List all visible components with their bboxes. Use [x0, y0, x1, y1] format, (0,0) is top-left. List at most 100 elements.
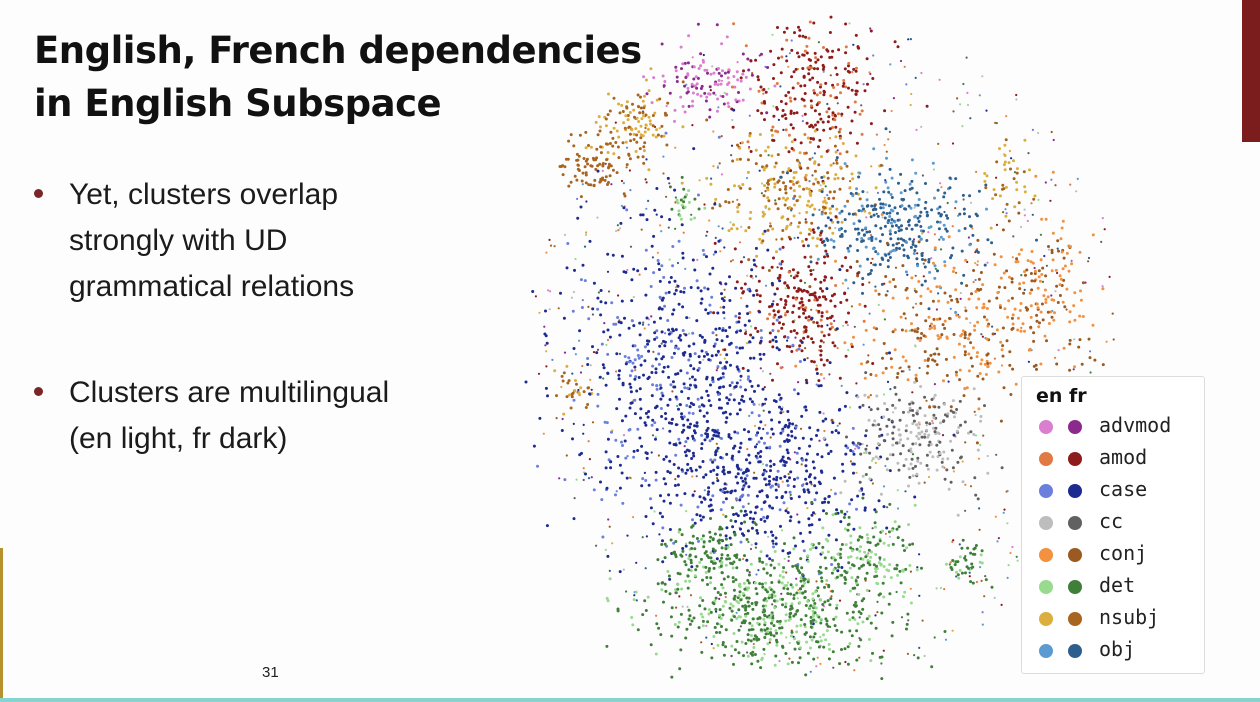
- scatter-point-conj: [996, 291, 1000, 295]
- scatter-point-case: [713, 429, 717, 433]
- scatter-point-det: [827, 657, 831, 661]
- scatter-point-det: [718, 631, 722, 634]
- scatter-point-det: [969, 580, 973, 584]
- scatter-point-cc: [926, 467, 930, 471]
- scatter-point-conj: [991, 332, 995, 336]
- scatter-point-case: [716, 390, 720, 394]
- scatter-point-cc: [1000, 466, 1004, 470]
- scatter-point-advmod: [763, 402, 767, 405]
- scatter-point-conj: [881, 371, 885, 375]
- scatter-point-amod: [799, 141, 803, 145]
- scatter-point-advmod: [720, 42, 724, 46]
- scatter-point-case: [784, 509, 788, 513]
- scatter-point-case: [775, 346, 779, 350]
- scatter-point-conj: [951, 270, 955, 273]
- scatter-point-case: [826, 194, 829, 197]
- scatter-point-case: [580, 306, 584, 309]
- scatter-point-amod: [968, 575, 971, 578]
- scatter-point-amod: [822, 93, 826, 97]
- scatter-point-amod: [797, 306, 801, 310]
- scatter-point-amod: [854, 66, 858, 70]
- scatter-point-amod: [995, 223, 999, 226]
- scatter-point-det: [792, 593, 796, 597]
- scatter-point-conj: [965, 386, 969, 390]
- scatter-point-case: [786, 433, 790, 437]
- scatter-point-det: [789, 583, 793, 587]
- scatter-point-cc: [888, 535, 891, 538]
- scatter-point-amod: [853, 100, 857, 104]
- scatter-point-advmod: [663, 80, 667, 83]
- scatter-point-det: [869, 550, 873, 554]
- scatter-point-case: [560, 429, 564, 432]
- scatter-point-det: [763, 597, 767, 601]
- scatter-point-obj: [840, 384, 843, 387]
- scatter-point-conj: [860, 362, 863, 366]
- scatter-point-amod: [819, 339, 823, 343]
- scatter-point-case: [788, 476, 791, 480]
- scatter-point-case: [667, 328, 671, 332]
- scatter-point-conj: [993, 263, 997, 267]
- scatter-point-case: [661, 515, 664, 519]
- scatter-point-det: [722, 577, 726, 581]
- scatter-point-case: [726, 470, 730, 474]
- scatter-point-amod: [773, 313, 777, 317]
- scatter-point-det: [764, 604, 768, 608]
- scatter-point-amod: [803, 133, 807, 136]
- scatter-point-case: [733, 489, 737, 493]
- scatter-point-case: [818, 518, 821, 522]
- scatter-point-case: [740, 521, 743, 525]
- scatter-point-case: [761, 402, 765, 406]
- scatter-point-amod: [800, 289, 804, 293]
- scatter-point-nsubj: [651, 124, 655, 128]
- scatter-point-conj: [913, 329, 917, 333]
- scatter-point-nsubj: [998, 194, 1002, 198]
- scatter-point-nsubj: [584, 181, 588, 185]
- scatter-point-det: [881, 529, 885, 533]
- scatter-point-nsubj: [784, 146, 788, 150]
- scatter-point-det: [754, 587, 758, 591]
- scatter-point-obj: [826, 102, 829, 106]
- scatter-point-case: [674, 328, 678, 332]
- scatter-point-conj: [1050, 248, 1054, 252]
- scatter-point-cc: [946, 412, 950, 416]
- scatter-point-case: [644, 479, 648, 482]
- scatter-point-case: [839, 520, 843, 524]
- scatter-point-case: [790, 39, 793, 42]
- scatter-point-case: [671, 380, 675, 384]
- scatter-point-case: [810, 513, 814, 517]
- scatter-point-conj: [914, 373, 918, 377]
- scatter-point-det: [869, 555, 873, 559]
- scatter-point-obj: [904, 270, 908, 274]
- scatter-point-obj: [948, 176, 952, 180]
- scatter-point-amod: [804, 218, 807, 221]
- scatter-point-nsubj: [726, 188, 730, 191]
- scatter-point-cc: [891, 437, 895, 441]
- scatter-point-det: [844, 578, 848, 581]
- scatter-point-amod: [804, 306, 808, 310]
- scatter-point-det: [721, 613, 725, 617]
- scatter-point-obj: [872, 147, 876, 151]
- scatter-point-conj: [819, 662, 822, 666]
- scatter-point-case: [771, 329, 775, 332]
- scatter-point-nsubj: [643, 141, 647, 145]
- scatter-point-det: [746, 568, 749, 572]
- scatter-point-case: [687, 358, 691, 362]
- scatter-point-conj: [591, 421, 595, 424]
- scatter-point-det: [730, 609, 734, 613]
- scatter-point-cc: [667, 226, 670, 229]
- scatter-point-det: [827, 585, 831, 589]
- scatter-point-case: [627, 356, 631, 360]
- scatter-point-conj: [1013, 307, 1017, 311]
- scatter-point-det: [907, 523, 911, 527]
- scatter-point-case: [916, 566, 919, 569]
- scatter-point-case: [804, 458, 808, 462]
- scatter-point-conj: [935, 285, 939, 289]
- scatter-point-obj: [984, 183, 988, 187]
- scatter-point-obj: [836, 220, 840, 224]
- scatter-point-cc: [925, 428, 929, 432]
- scatter-point-det: [811, 614, 815, 618]
- scatter-point-case: [691, 258, 695, 262]
- scatter-point-obj: [893, 220, 897, 224]
- scatter-point-case: [798, 360, 802, 363]
- scatter-point-nsubj: [618, 111, 622, 115]
